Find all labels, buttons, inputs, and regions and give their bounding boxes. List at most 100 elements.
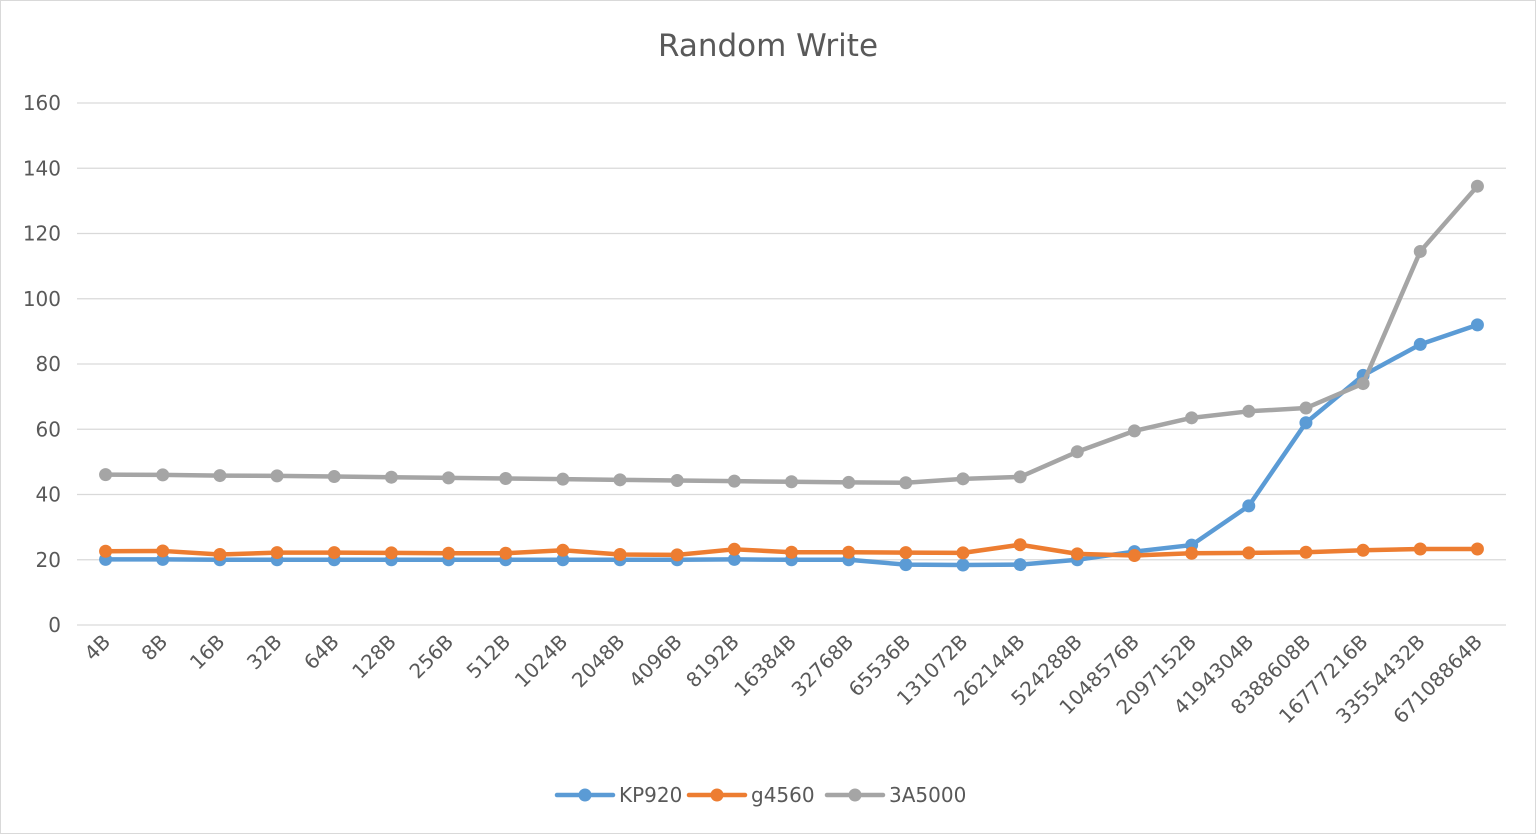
data-point <box>1413 337 1427 351</box>
data-point <box>1242 404 1256 418</box>
data-point <box>1470 179 1484 193</box>
y-tick-label: 20 <box>36 548 61 572</box>
data-point <box>899 558 913 572</box>
y-tick-label: 80 <box>36 352 61 376</box>
x-tick-label: 512B <box>462 630 516 684</box>
x-tick-label: 16384B <box>729 630 801 702</box>
data-point <box>956 558 970 572</box>
legend: KP920 g4560 3A5000 <box>554 783 966 807</box>
x-tick-label: 2048B <box>567 630 630 693</box>
legend-label: 3A5000 <box>889 783 966 807</box>
data-point <box>99 544 113 558</box>
data-point <box>327 546 341 560</box>
x-tick-label: 64B <box>299 630 344 675</box>
data-point <box>1413 244 1427 258</box>
data-point <box>1070 445 1084 459</box>
y-tick-label: 40 <box>36 483 61 507</box>
data-point <box>613 473 627 487</box>
y-tick-label: 100 <box>23 287 61 311</box>
data-point <box>1013 470 1027 484</box>
legend-marker <box>848 788 862 802</box>
data-point <box>156 544 170 558</box>
data-point <box>556 553 570 567</box>
data-point <box>270 546 284 560</box>
data-point <box>1413 542 1427 556</box>
data-point <box>384 470 398 484</box>
data-point <box>899 546 913 560</box>
data-point <box>670 473 684 487</box>
legend-label: KP920 <box>619 783 682 807</box>
data-point <box>327 470 341 484</box>
data-point <box>785 545 798 559</box>
series-g4560 <box>99 538 1484 563</box>
series-line-3A5000 <box>103 183 1480 486</box>
legend-item-g4560: g4560 <box>686 783 815 807</box>
y-tick-label: 160 <box>23 91 61 115</box>
data-point <box>842 475 856 489</box>
data-point <box>384 546 398 560</box>
data-point <box>1127 424 1141 438</box>
legend-item-KP920: KP920 <box>554 783 682 807</box>
data-point <box>613 548 627 562</box>
data-point <box>1299 545 1313 559</box>
series-line-KP920 <box>103 322 1480 568</box>
data-point <box>156 468 170 482</box>
y-axis-ticks: 0 20 40 60 80 100 120 140 160 <box>23 91 61 637</box>
data-point <box>727 542 741 556</box>
data-point <box>556 543 570 557</box>
data-point <box>956 546 970 560</box>
data-point <box>442 546 456 560</box>
data-point <box>1470 542 1484 556</box>
data-point <box>442 471 456 485</box>
data-point <box>99 468 113 482</box>
data-point <box>670 548 684 562</box>
data-point <box>213 548 227 562</box>
data-point <box>899 476 913 490</box>
data-point <box>956 472 970 486</box>
data-point <box>270 469 284 483</box>
x-tick-label: 32768B <box>787 630 859 702</box>
legend-marker <box>578 788 592 802</box>
x-tick-label: 16B <box>185 630 230 675</box>
data-point <box>727 474 741 488</box>
x-tick-label: 1024B <box>510 630 573 693</box>
data-point <box>213 469 227 483</box>
data-point <box>556 472 570 486</box>
y-tick-label: 0 <box>48 613 61 637</box>
x-tick-label: 32B <box>242 630 287 675</box>
data-point <box>1242 546 1256 560</box>
data-point <box>1299 416 1313 430</box>
data-point <box>1127 549 1141 563</box>
data-point <box>499 472 513 486</box>
data-point <box>1470 318 1484 332</box>
x-tick-label: 8B <box>137 630 173 666</box>
data-point <box>785 475 798 489</box>
data-point <box>1356 543 1370 557</box>
x-axis-ticks: 4B 8B 16B 32B 64B 128B 256B 512B1024B2048B4096B… <box>79 630 1487 729</box>
x-tick-label: 4096B <box>624 630 687 693</box>
x-tick-label: 256B <box>404 630 458 684</box>
legend-item-3A5000: 3A5000 <box>824 783 966 807</box>
legend-marker <box>710 788 724 802</box>
data-point <box>1299 401 1313 415</box>
legend-label: g4560 <box>751 783 815 807</box>
series-3A5000 <box>99 179 1484 490</box>
data-point <box>1185 546 1199 560</box>
data-point <box>1185 411 1199 425</box>
x-tick-label: 4B <box>79 630 115 666</box>
data-point <box>1013 558 1027 572</box>
series-KP920 <box>99 318 1484 572</box>
y-tick-label: 60 <box>36 417 61 441</box>
y-tick-label: 120 <box>23 222 61 246</box>
data-point <box>1013 538 1027 552</box>
data-point <box>1070 547 1084 561</box>
data-point <box>1242 499 1256 513</box>
x-tick-label: 128B <box>347 630 401 684</box>
y-tick-label: 140 <box>23 156 61 180</box>
data-point <box>1356 377 1370 391</box>
chart-title: Random Write <box>658 28 878 64</box>
data-point <box>727 552 741 566</box>
data-point <box>499 546 513 560</box>
